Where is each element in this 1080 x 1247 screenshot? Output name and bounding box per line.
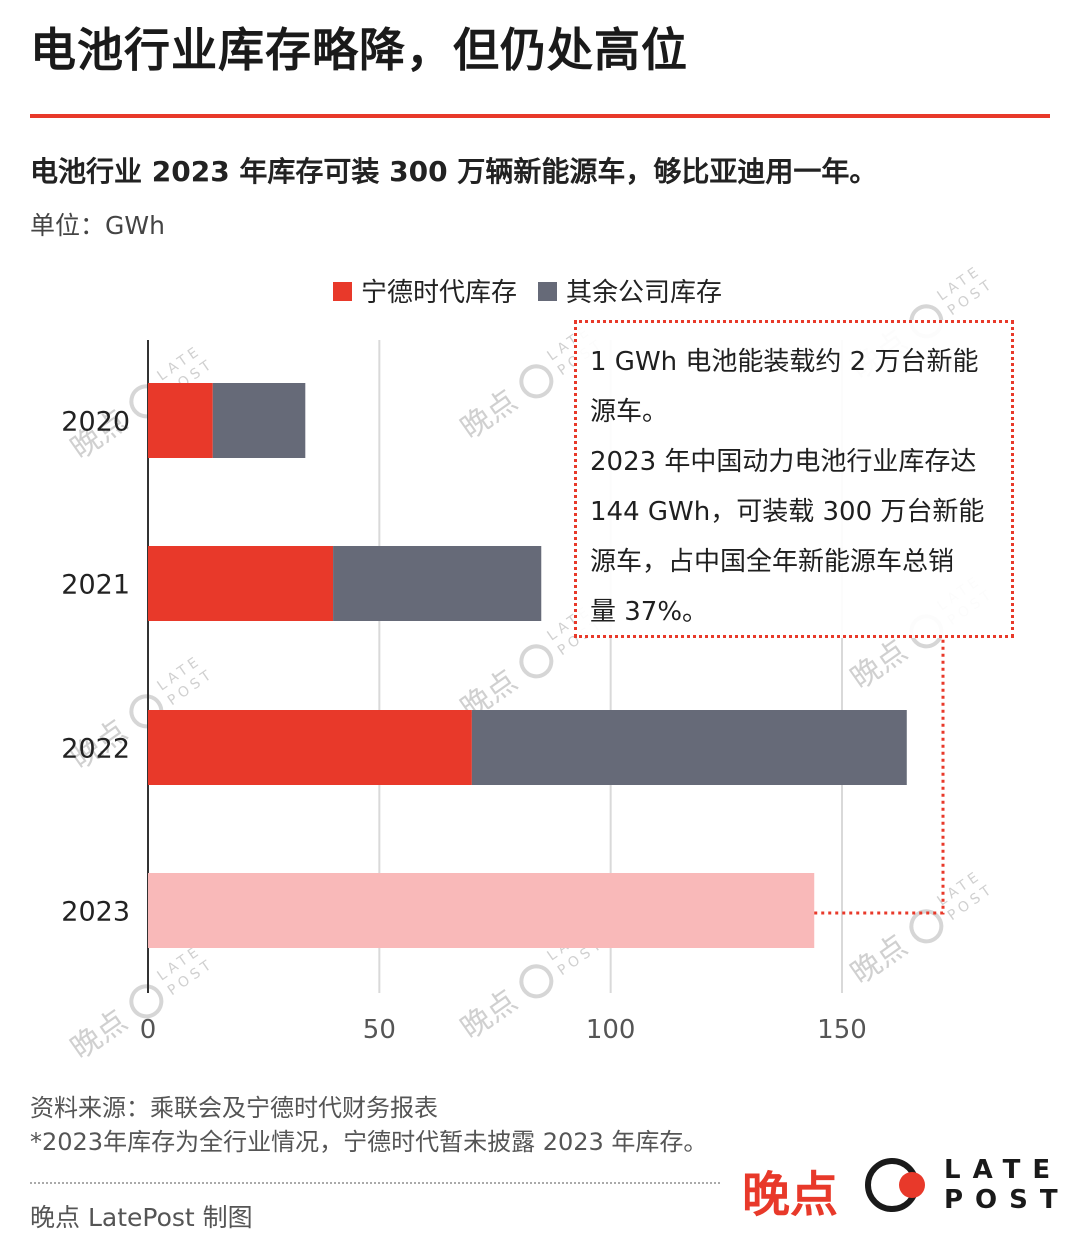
chart-subtitle: 电池行业 2023 年库存可装 300 万辆新能源车，够比亚迪用一年。 <box>30 155 878 188</box>
logo-circle-icon <box>865 1158 925 1212</box>
legend-swatch <box>538 282 557 301</box>
y-tick-label: 2021 <box>61 570 130 601</box>
chart-legend: 宁德时代库存 其余公司库存 <box>333 278 722 308</box>
bar-segment <box>333 546 542 621</box>
y-tick-label: 2023 <box>61 897 130 928</box>
bar-segment <box>148 546 334 621</box>
annotation-line: 1 GWh 电池能装载约 2 万台新能 <box>590 347 979 377</box>
watermark-circle-icon <box>909 909 944 944</box>
logo-wordmark-cn: 晚点 <box>742 1167 839 1223</box>
footnote: *2023年库存为全行业情况，宁德时代暂未披露 2023 年库存。 <box>30 1128 708 1156</box>
watermark-text: 晚点 <box>455 983 524 1046</box>
title-divider <box>30 114 1050 118</box>
x-tick-label: 100 <box>586 1015 636 1045</box>
logo-wordmark-post: POST <box>944 1185 1070 1215</box>
watermark-text: 晚点 <box>455 383 524 446</box>
stacked-bar-chart: 晚点LATEPOST晚点LATEPOST晚点LATEPOST晚点LATEPOST… <box>61 262 998 1066</box>
annotation-line: 源车，占中国全年新能源车总销 <box>590 547 955 577</box>
legend-label: 其余公司库存 <box>566 278 722 308</box>
watermark-circle-icon <box>519 964 554 999</box>
y-tick-label: 2022 <box>61 734 130 765</box>
bar-segment <box>148 710 472 785</box>
annotation-connector <box>814 638 945 915</box>
watermark-text: 晚点 <box>845 928 914 991</box>
bar-industry-total <box>148 873 815 948</box>
watermark-circle-icon <box>129 984 164 1019</box>
unit-label: 单位：GWh <box>30 211 165 240</box>
bar-segment <box>471 710 907 785</box>
watermark-circle-icon <box>519 364 554 399</box>
bar-segment <box>212 383 306 458</box>
page-title: 电池行业库存略降，但仍处高位 <box>30 23 688 77</box>
annotation-line: 源车。 <box>590 397 669 427</box>
footer-divider <box>30 1182 720 1184</box>
x-tick-label: 0 <box>140 1015 157 1045</box>
y-tick-label: 2020 <box>61 407 130 438</box>
annotation-line: 144 GWh，可装载 300 万台新能 <box>590 497 985 527</box>
legend-swatch <box>333 282 352 301</box>
source-note: 资料来源：乘联会及宁德时代财务报表 <box>30 1094 438 1122</box>
watermark-text: 晚点 <box>845 633 914 696</box>
watermark-text: 晚点 <box>65 1003 134 1066</box>
x-axis-labels: 0 50 100 150 <box>140 1015 867 1045</box>
y-axis-labels: 2020 2021 2022 2023 <box>61 407 130 928</box>
watermark-circle-icon <box>519 644 554 679</box>
connector-line <box>814 638 945 915</box>
bar-segment <box>148 383 213 458</box>
x-tick-label: 50 <box>363 1015 396 1045</box>
annotation-line: 量 37%。 <box>590 597 709 627</box>
x-tick-label: 150 <box>817 1015 867 1045</box>
logo-wordmark-late: LATE <box>944 1155 1063 1185</box>
annotation-box: 1 GWh 电池能装载约 2 万台新能 源车。 2023 年中国动力电池行业库存… <box>574 320 1014 638</box>
chart-bars <box>148 383 907 948</box>
chart-credit: 晚点 LatePost 制图 <box>30 1203 253 1232</box>
legend-label: 宁德时代库存 <box>361 278 517 308</box>
annotation-line: 2023 年中国动力电池行业库存达 <box>590 447 977 477</box>
